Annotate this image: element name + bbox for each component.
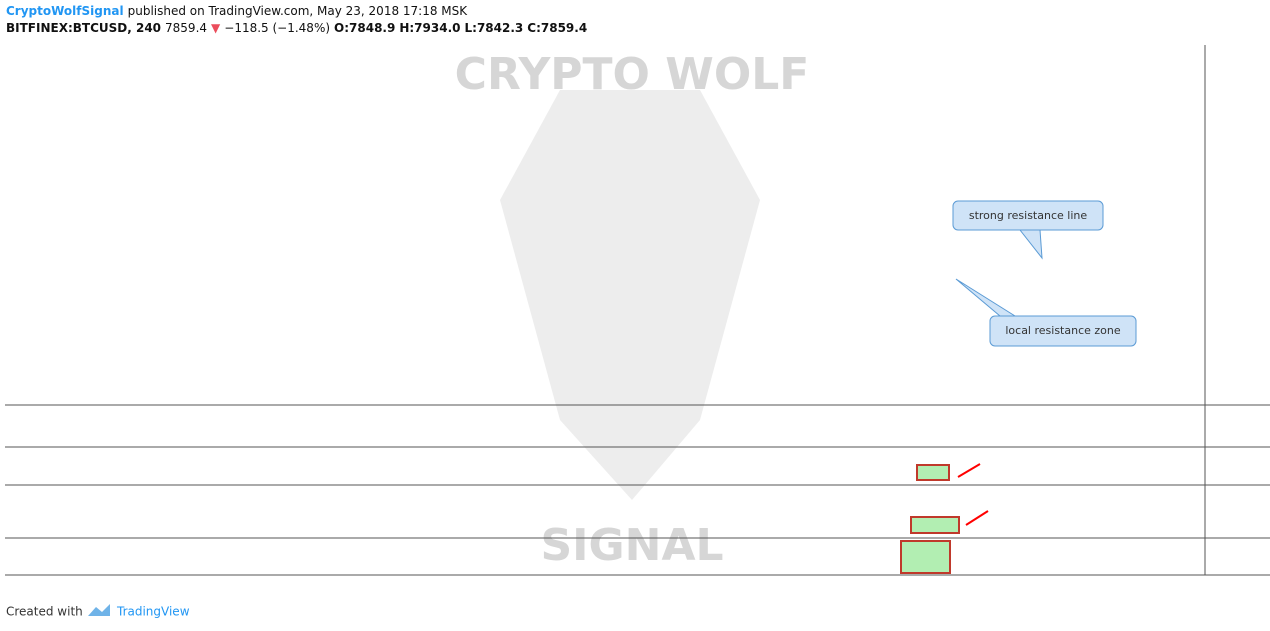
ohlc: O:7848.9	[334, 21, 396, 35]
highlight-box	[916, 464, 950, 481]
footer-brand[interactable]: TradingView	[116, 605, 190, 619]
highlight-box	[910, 516, 960, 534]
watermark: CRYPTO WOLF	[455, 49, 810, 100]
header: CryptoWolfSignal published on TradingView…	[6, 3, 591, 37]
callout-pointer	[1018, 229, 1043, 260]
ohlc: H:7934.0	[399, 21, 461, 35]
ohlc: L:7842.3	[464, 21, 524, 35]
callout	[989, 315, 1137, 347]
header-line: CryptoWolfSignal published on TradingView…	[6, 3, 591, 20]
ohlc: C:7859.4	[527, 21, 588, 35]
change: −118.5 (−1.48%)	[224, 21, 331, 35]
watermark-logo	[500, 90, 760, 500]
header-line: BITFINEX:BTCUSD, 240 7859.4 ▼ −118.5 (−1.48…	[6, 20, 591, 37]
published: published on TradingView.com, May 23, 20…	[127, 4, 468, 18]
symbol: BITFINEX:BTCUSD, 240	[6, 21, 162, 35]
price: 7859.4	[165, 21, 208, 35]
callout-text: local resistance zone	[1005, 324, 1121, 337]
arrow	[957, 463, 981, 478]
highlight-box	[900, 540, 951, 574]
callout-pointer	[955, 278, 1017, 317]
author[interactable]: CryptoWolfSignal	[6, 4, 124, 18]
arrow: ▼	[211, 21, 221, 35]
arrow	[965, 510, 989, 526]
brand-logo	[88, 604, 110, 616]
callout-text: strong resistance line	[969, 209, 1087, 222]
watermark: SIGNAL	[540, 520, 723, 571]
footer-text: Created with	[6, 605, 83, 619]
